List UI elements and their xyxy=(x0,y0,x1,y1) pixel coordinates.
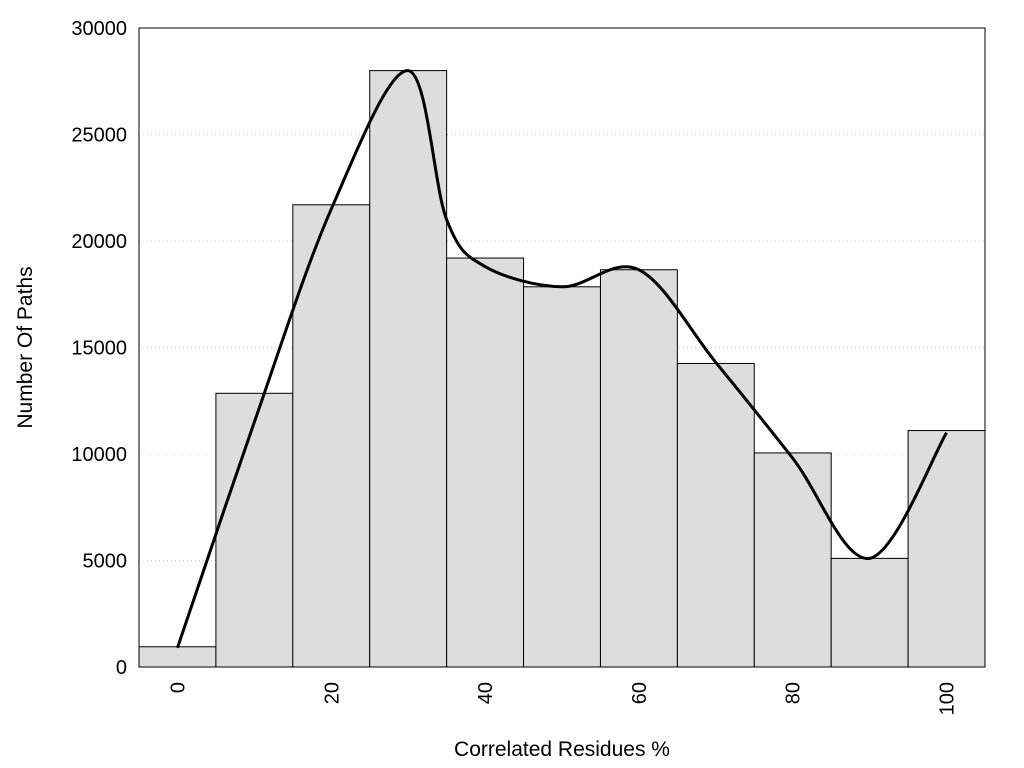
bar xyxy=(907,430,986,668)
y-tick-label: 0 xyxy=(116,657,127,679)
x-tick-label: 40 xyxy=(475,682,497,704)
bar xyxy=(830,557,909,668)
bar xyxy=(523,286,601,668)
bar xyxy=(215,392,294,668)
y-tick-label: 5000 xyxy=(83,551,128,573)
y-tick-label: 10000 xyxy=(71,444,127,466)
x-axis-ticks: 0 20 40 60 80 100 xyxy=(167,682,958,715)
y-tick-label: 15000 xyxy=(71,338,127,360)
x-tick-label: 100 xyxy=(937,682,959,715)
bar xyxy=(753,452,832,668)
bar xyxy=(138,646,217,668)
bar xyxy=(599,269,678,668)
bars xyxy=(138,70,986,668)
y-tick-label: 20000 xyxy=(71,231,127,253)
y-axis-title: Number Of Paths xyxy=(14,266,37,428)
y-tick-label: 30000 xyxy=(71,18,127,40)
x-tick-label: 20 xyxy=(321,682,343,704)
x-tick-label: 0 xyxy=(167,682,189,693)
bar xyxy=(676,362,755,668)
x-tick-label: 60 xyxy=(629,682,651,704)
bar xyxy=(446,257,525,668)
plot-frame xyxy=(138,27,986,668)
density-curve xyxy=(176,69,948,649)
curve-line xyxy=(176,69,948,649)
y-axis-ticks: 0 5000 10000 15000 20000 25000 30000 xyxy=(71,18,127,679)
bar xyxy=(292,204,371,668)
x-tick-label: 80 xyxy=(783,682,805,704)
y-tick-label: 25000 xyxy=(71,125,127,147)
x-axis-title: Correlated Residues % xyxy=(454,738,670,761)
